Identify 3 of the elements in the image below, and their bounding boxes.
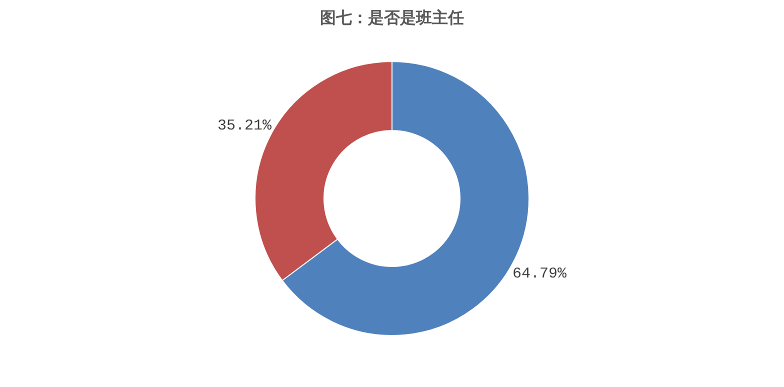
data-label: 35.21% [217, 118, 272, 135]
chart-title: 图七：是否是班主任 [320, 8, 464, 27]
data-label: 64.79% [512, 265, 568, 282]
